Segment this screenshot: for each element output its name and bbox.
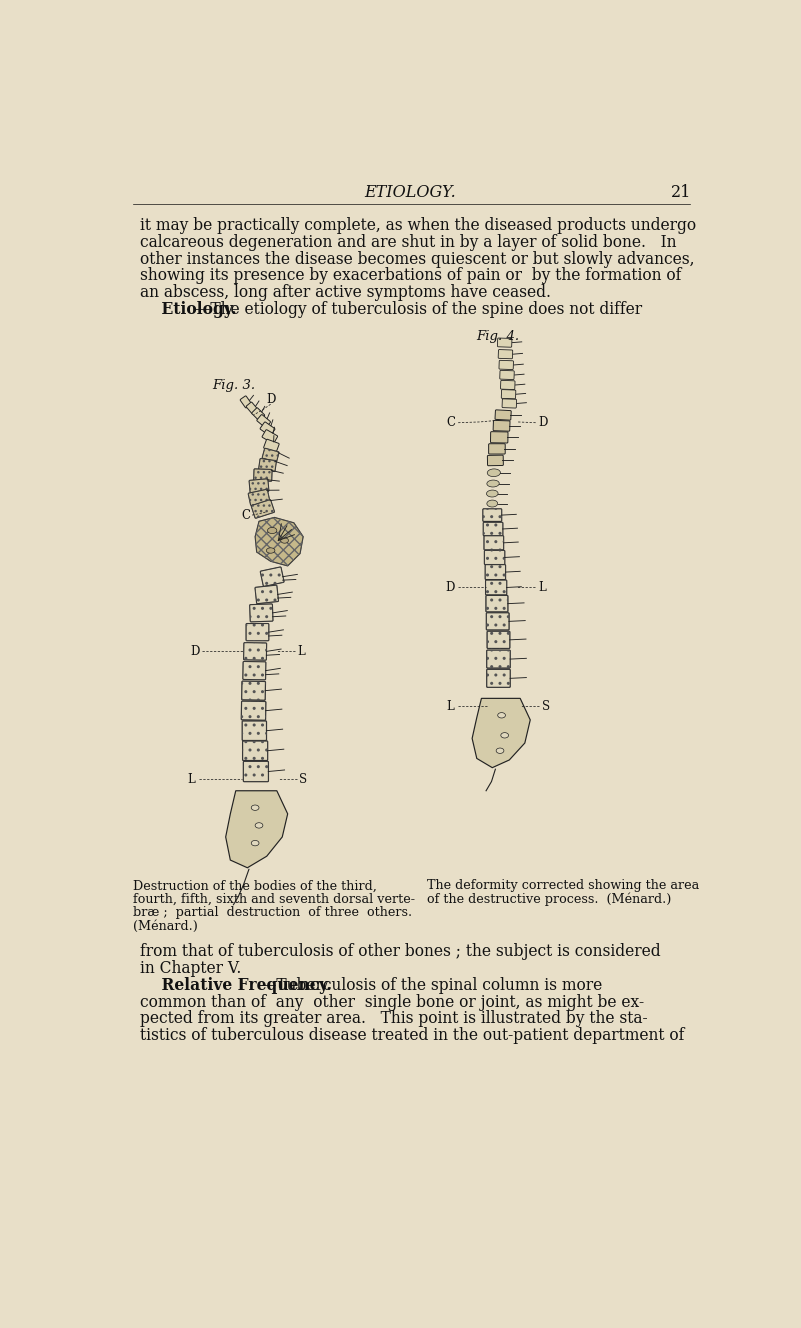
Ellipse shape [496,748,504,753]
FancyBboxPatch shape [501,380,515,389]
FancyBboxPatch shape [264,440,279,453]
FancyBboxPatch shape [257,414,271,428]
Text: an abscess, long after active symptoms have ceased.: an abscess, long after active symptoms h… [140,284,551,301]
Text: C: C [446,416,455,429]
FancyBboxPatch shape [255,586,279,604]
FancyBboxPatch shape [250,604,273,622]
Polygon shape [472,699,530,768]
Text: Fig. 4.: Fig. 4. [476,331,519,344]
Text: from that of tuberculosis of other bones ; the subject is considered: from that of tuberculosis of other bones… [140,943,661,960]
FancyBboxPatch shape [493,421,510,432]
FancyBboxPatch shape [500,371,514,380]
Ellipse shape [252,805,259,810]
Text: L: L [538,580,545,594]
Polygon shape [256,518,303,566]
FancyBboxPatch shape [241,701,266,720]
Ellipse shape [487,469,501,477]
FancyBboxPatch shape [243,661,266,680]
FancyBboxPatch shape [487,631,510,648]
Text: pected from its greater area.   This point is illustrated by the sta-: pected from its greater area. This point… [140,1011,648,1028]
Ellipse shape [256,823,263,829]
Text: common than of  any  other  single bone or joint, as might be ex-: common than of any other single bone or … [140,993,645,1011]
FancyBboxPatch shape [252,408,264,421]
FancyBboxPatch shape [240,396,252,408]
FancyBboxPatch shape [501,389,516,398]
FancyBboxPatch shape [259,458,276,471]
Text: in Chapter V.: in Chapter V. [140,960,242,977]
FancyBboxPatch shape [485,564,505,579]
FancyBboxPatch shape [487,651,510,668]
FancyBboxPatch shape [248,489,270,506]
Text: Relative Frequency.: Relative Frequency. [140,977,332,993]
FancyBboxPatch shape [252,499,275,518]
FancyBboxPatch shape [486,612,509,629]
FancyBboxPatch shape [489,444,505,454]
FancyBboxPatch shape [485,580,507,595]
Text: Etiology.: Etiology. [140,301,237,317]
Text: D: D [190,645,199,657]
Text: C: C [241,509,251,522]
FancyBboxPatch shape [254,469,272,481]
Ellipse shape [267,548,275,554]
Text: The deformity corrected showing the area: The deformity corrected showing the area [427,879,699,892]
FancyBboxPatch shape [490,432,508,444]
FancyBboxPatch shape [242,681,265,700]
Ellipse shape [268,527,277,534]
Text: D: D [539,416,548,429]
Ellipse shape [252,841,259,846]
Ellipse shape [487,501,497,507]
FancyBboxPatch shape [483,509,501,522]
Text: fourth, fifth, sixth and seventh dorsal verte-: fourth, fifth, sixth and seventh dorsal … [133,892,415,906]
Text: it may be practically complete, as when the diseased products undergo: it may be practically complete, as when … [140,216,697,234]
Text: calcareous degeneration and are shut in by a layer of solid bone.   In: calcareous degeneration and are shut in … [140,234,677,251]
Text: D: D [266,393,276,406]
Polygon shape [226,790,288,867]
FancyBboxPatch shape [495,410,511,420]
FancyBboxPatch shape [486,595,508,612]
FancyBboxPatch shape [498,349,513,359]
Text: 21: 21 [671,185,691,201]
Text: L: L [187,773,195,786]
Text: of the destructive process.  (Ménard.): of the destructive process. (Ménard.) [427,892,671,906]
FancyBboxPatch shape [499,360,513,369]
Ellipse shape [486,490,498,497]
FancyBboxPatch shape [487,669,510,688]
FancyBboxPatch shape [497,339,512,347]
FancyBboxPatch shape [502,398,517,408]
FancyBboxPatch shape [484,535,504,550]
FancyBboxPatch shape [483,522,503,535]
Ellipse shape [487,479,499,487]
FancyBboxPatch shape [262,430,278,444]
FancyBboxPatch shape [262,449,279,462]
Ellipse shape [501,733,509,738]
Text: D: D [445,580,455,594]
Text: showing its presence by exacerbations of pain or  by the formation of: showing its presence by exacerbations of… [140,267,682,284]
Text: bræ ;  partial  destruction  of three  others.: bræ ; partial destruction of three other… [133,906,412,919]
Text: (Ménard.): (Ménard.) [133,920,198,932]
Text: ETIOLOGY.: ETIOLOGY. [364,185,457,201]
FancyBboxPatch shape [249,479,269,493]
FancyBboxPatch shape [243,741,268,761]
FancyBboxPatch shape [244,643,267,660]
Text: Destruction of the bodies of the third,: Destruction of the bodies of the third, [133,879,376,892]
Text: S: S [299,773,308,786]
FancyBboxPatch shape [246,402,258,414]
Text: other instances the disease becomes quiescent or but slowly advances,: other instances the disease becomes quie… [140,251,695,268]
Text: —Tuberculosis of the spinal column is more: —Tuberculosis of the spinal column is mo… [260,977,602,993]
Text: L: L [298,645,305,657]
Text: tistics of tuberculous disease treated in the out-patient department of: tistics of tuberculous disease treated i… [140,1027,685,1044]
FancyBboxPatch shape [260,567,284,587]
FancyBboxPatch shape [246,624,269,641]
FancyBboxPatch shape [487,456,503,466]
Ellipse shape [497,713,505,718]
FancyBboxPatch shape [260,422,275,436]
FancyBboxPatch shape [485,550,505,564]
Text: —The etiology of tuberculosis of the spine does not differ: —The etiology of tuberculosis of the spi… [195,301,642,317]
FancyBboxPatch shape [242,721,267,741]
Text: S: S [541,700,549,713]
FancyBboxPatch shape [244,761,268,782]
Text: Fig. 3.: Fig. 3. [212,378,256,392]
Text: L: L [446,700,454,713]
Ellipse shape [280,538,288,543]
